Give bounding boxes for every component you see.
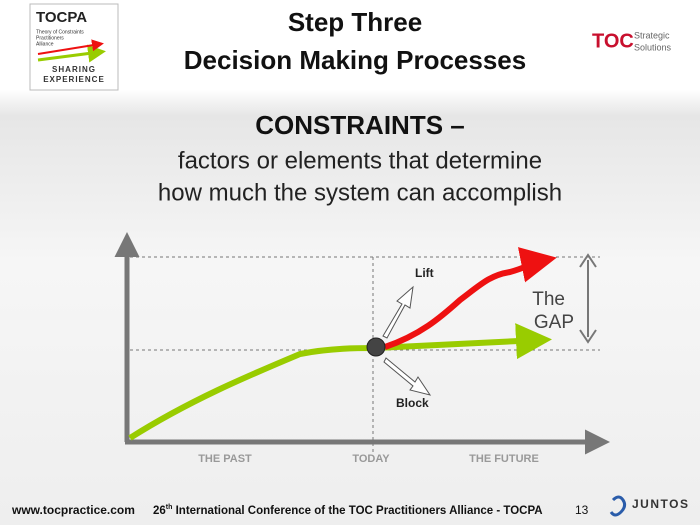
logo-arrow: [37, 39, 104, 55]
partner-logo: TOC Strategic Solutions: [592, 30, 672, 52]
gap-label: GAP: [534, 312, 574, 333]
logo-tagline: EXPERIENCE: [43, 75, 105, 84]
logo-line: Theory of Constraints: [36, 29, 84, 35]
partner-word: Solutions: [634, 42, 672, 52]
logo-tagline: SHARING: [52, 65, 96, 74]
brand-icon: [609, 495, 627, 517]
page-number: 13: [575, 503, 589, 517]
tocpa-logo: TOCPA Theory of Constraints Practitioner…: [29, 3, 119, 91]
lift-arrow: [382, 285, 414, 339]
gap-bracket: [579, 253, 597, 344]
brand: JUNTOS: [632, 497, 689, 511]
logo-arrow: [37, 44, 106, 63]
logo-line: Alliance: [36, 41, 54, 47]
lift-label: Lift: [415, 266, 434, 280]
heading: CONSTRAINTS –: [255, 110, 464, 140]
ordinal-suffix: th: [166, 504, 173, 511]
header-title: Step Three: [288, 7, 422, 37]
subtitle: how much the system can accomplish: [158, 179, 562, 206]
subtitle: factors or elements that determine: [178, 147, 542, 174]
today-point: [366, 337, 386, 357]
conference-text: International Conference of the TOC Prac…: [172, 505, 542, 517]
header-title: Decision Making Processes: [184, 45, 526, 75]
block-label: Block: [396, 396, 429, 410]
block-arrow: [383, 357, 432, 396]
footer-url: www.tocpractice.com: [11, 503, 135, 517]
axis-label: THE PAST: [198, 453, 252, 465]
partner-mark: TOC: [592, 30, 634, 52]
logo-title: TOCPA: [36, 9, 87, 26]
ordinal: 26: [153, 505, 166, 517]
axis-label: TODAY: [352, 453, 390, 465]
partner-word: Strategic: [634, 30, 670, 40]
diagram: Lift Block The GAP THE PAST TODAY THE FU…: [114, 232, 610, 465]
logo-line: Practitioners: [36, 35, 64, 41]
current-path: [128, 323, 552, 441]
gap-label: The: [532, 289, 565, 310]
axis-label: THE FUTURE: [469, 453, 539, 465]
lifted-path: [384, 247, 557, 350]
footer-conference: 26th International Conference of the TOC…: [153, 504, 543, 517]
